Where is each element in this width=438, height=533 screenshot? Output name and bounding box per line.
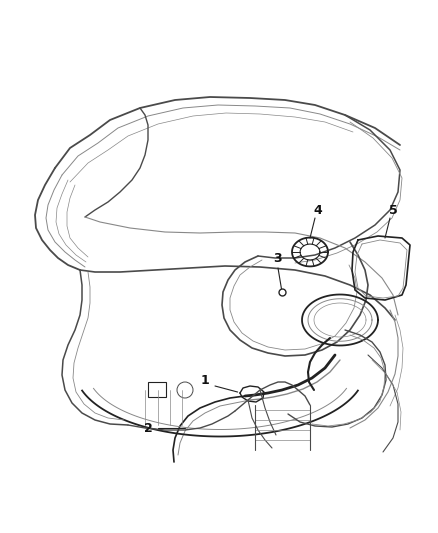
Text: 1: 1 bbox=[201, 374, 209, 386]
Text: 5: 5 bbox=[389, 204, 397, 216]
Text: 3: 3 bbox=[273, 252, 281, 264]
Text: 2: 2 bbox=[144, 422, 152, 434]
Bar bbox=[148, 382, 166, 397]
Text: 4: 4 bbox=[314, 204, 322, 216]
